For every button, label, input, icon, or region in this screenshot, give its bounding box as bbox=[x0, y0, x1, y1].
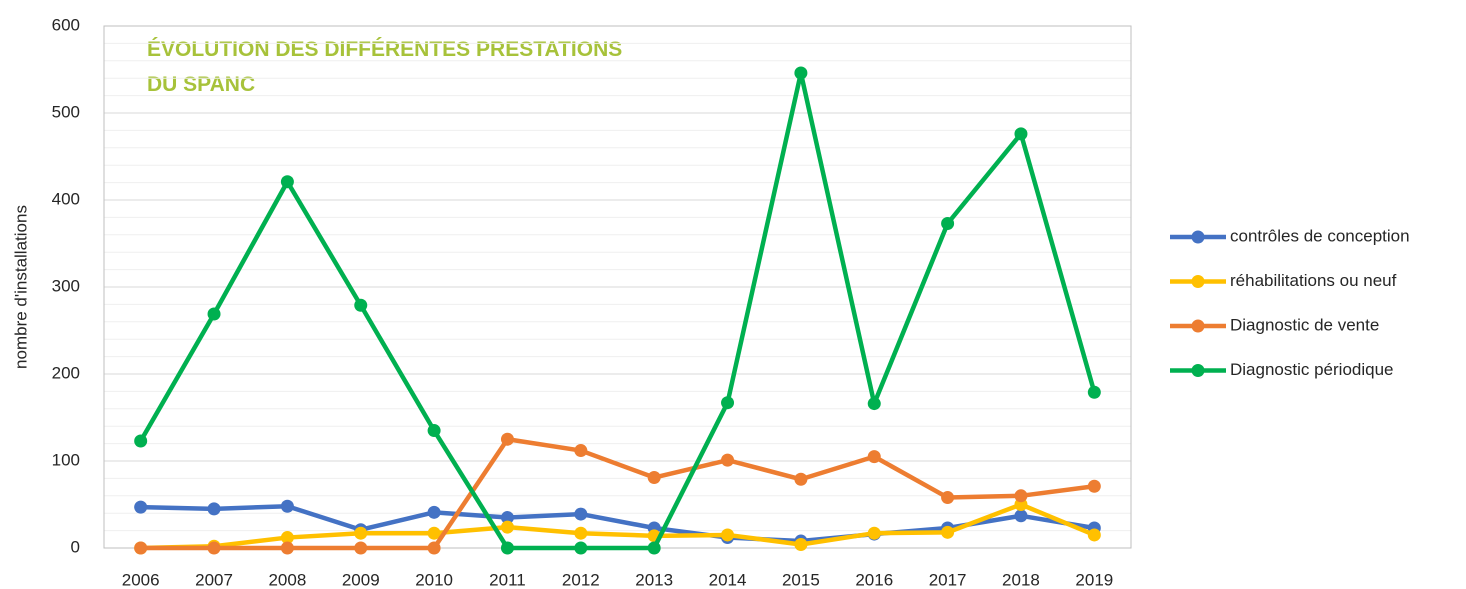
data-point bbox=[134, 500, 148, 514]
data-point bbox=[867, 450, 881, 464]
data-point bbox=[500, 511, 514, 525]
data-point bbox=[1087, 528, 1101, 542]
data-point bbox=[134, 434, 148, 448]
data-point bbox=[941, 491, 955, 505]
data-point bbox=[427, 424, 441, 438]
data-point bbox=[207, 502, 221, 516]
legend-label: Diagnostic périodique bbox=[1230, 360, 1394, 379]
data-point bbox=[1014, 509, 1028, 523]
data-point bbox=[207, 541, 221, 555]
y-tick-label: 500 bbox=[52, 102, 80, 121]
data-point bbox=[500, 520, 514, 534]
series-line bbox=[138, 70, 1097, 551]
x-tick-label: 2015 bbox=[782, 570, 820, 589]
data-point bbox=[721, 528, 735, 542]
x-tick-label: 2013 bbox=[635, 570, 673, 589]
x-tick-label: 2017 bbox=[929, 570, 967, 589]
legend-marker bbox=[1191, 275, 1205, 288]
y-tick-label: 0 bbox=[71, 537, 80, 556]
data-point bbox=[500, 432, 514, 446]
data-point bbox=[1087, 479, 1101, 493]
data-point bbox=[354, 541, 368, 555]
data-point bbox=[1014, 489, 1028, 503]
data-point bbox=[1014, 127, 1028, 141]
x-tick-label: 2011 bbox=[489, 570, 526, 589]
data-point bbox=[574, 507, 588, 521]
data-point bbox=[280, 541, 294, 555]
data-point bbox=[794, 538, 808, 552]
legend-marker bbox=[1191, 364, 1205, 377]
data-point bbox=[721, 396, 735, 410]
data-point bbox=[280, 175, 294, 189]
data-point bbox=[941, 216, 955, 230]
data-point bbox=[134, 541, 148, 555]
data-point bbox=[647, 471, 661, 485]
data-point bbox=[427, 526, 441, 540]
data-point bbox=[867, 526, 881, 540]
legend-label: contrôles de conception bbox=[1230, 226, 1410, 245]
x-tick-label: 2018 bbox=[1002, 570, 1040, 589]
data-point bbox=[941, 525, 955, 539]
x-tick-label: 2006 bbox=[122, 570, 160, 589]
y-tick-label: 400 bbox=[52, 189, 80, 208]
x-tick-label: 2014 bbox=[709, 570, 747, 589]
data-point bbox=[647, 541, 661, 555]
data-point bbox=[721, 453, 735, 467]
series-line bbox=[140, 502, 1096, 551]
data-point bbox=[1087, 385, 1101, 399]
legend-marker bbox=[1191, 319, 1205, 333]
data-point bbox=[427, 505, 441, 519]
data-point bbox=[427, 541, 441, 555]
chart-title: ÉVOLUTION DES DIFFÉRENTES PRESTATIONS bbox=[147, 38, 622, 61]
y-tick-label: 300 bbox=[52, 276, 80, 295]
series-line bbox=[140, 503, 1095, 544]
data-point bbox=[280, 499, 294, 513]
data-point bbox=[280, 531, 294, 545]
data-point bbox=[354, 298, 368, 312]
x-tick-label: 2019 bbox=[1075, 570, 1113, 589]
legend-label: Diagnostic de vente bbox=[1230, 315, 1379, 334]
x-tick-label: 2012 bbox=[562, 570, 600, 589]
y-tick-label: 100 bbox=[52, 450, 80, 469]
x-tick-label: 2007 bbox=[195, 570, 233, 589]
series-line bbox=[140, 437, 1095, 551]
data-point bbox=[794, 472, 808, 486]
data-point bbox=[867, 397, 881, 411]
x-tick-label: 2008 bbox=[268, 570, 306, 589]
x-tick-label: 2010 bbox=[415, 570, 453, 589]
data-point bbox=[500, 541, 514, 555]
data-point bbox=[354, 526, 368, 540]
legend-marker bbox=[1191, 230, 1205, 244]
data-point bbox=[207, 307, 221, 321]
chart-title: DU SPANC bbox=[147, 73, 255, 96]
legend-label: réhabilitations ou neuf bbox=[1230, 271, 1397, 290]
y-tick-label: 600 bbox=[52, 15, 80, 34]
data-point bbox=[794, 66, 808, 80]
x-tick-label: 2009 bbox=[342, 570, 380, 589]
y-tick-label: 200 bbox=[52, 363, 80, 382]
y-axis-label: nombre d'installations bbox=[11, 205, 30, 369]
data-point bbox=[574, 444, 588, 458]
x-tick-label: 2016 bbox=[855, 570, 893, 589]
data-point bbox=[574, 541, 588, 555]
data-point bbox=[574, 526, 588, 540]
